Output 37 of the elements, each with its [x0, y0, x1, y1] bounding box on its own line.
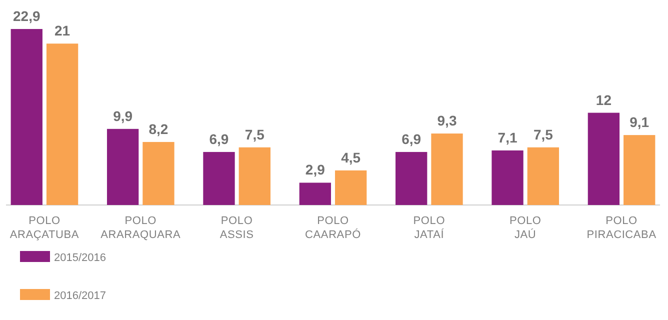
data-label: 9,9 [113, 108, 133, 124]
data-label: 6,9 [402, 130, 422, 147]
data-label: 8,2 [148, 120, 168, 137]
x-tick-label: POLO JAÚ [509, 215, 542, 241]
bar [492, 150, 524, 205]
x-tick-label: POLO CAARAPÓ [305, 215, 362, 241]
bar [106, 128, 139, 205]
data-label: 22,9 [13, 8, 40, 24]
x-tick-label: POLO JATAÍ [413, 215, 446, 241]
data-label: 6,9 [209, 130, 229, 147]
x-tick-label: POLO PIRACICABA [586, 215, 657, 241]
bar [431, 134, 463, 205]
bar [335, 170, 367, 205]
x-tick-label: POLO ARARAQUARA [100, 215, 182, 241]
data-label: 2,9 [305, 162, 326, 178]
bar [624, 135, 656, 205]
x-tick-label: POLO ASSIS [220, 215, 254, 241]
data-label: 9,1 [630, 114, 650, 130]
bar [142, 142, 174, 205]
data-label: 12 [596, 92, 612, 108]
bar [46, 44, 78, 205]
data-label: 21 [54, 22, 70, 39]
bar [203, 152, 235, 205]
data-label: 4,5 [341, 149, 361, 166]
data-label: 7,1 [498, 129, 518, 146]
data-label: 7,5 [244, 126, 265, 142]
legend-label: 2015/2016 [54, 252, 106, 264]
bar [527, 147, 560, 205]
bar [238, 147, 270, 205]
bar [588, 112, 620, 205]
bar [299, 182, 331, 205]
bar [396, 152, 428, 205]
legend-label: 2016/2017 [54, 290, 106, 302]
data-label: 9,3 [437, 112, 457, 129]
bar [10, 29, 42, 205]
x-tick-label: POLO ARAÇATUBA [10, 215, 80, 241]
data-label: 7,5 [533, 126, 554, 142]
